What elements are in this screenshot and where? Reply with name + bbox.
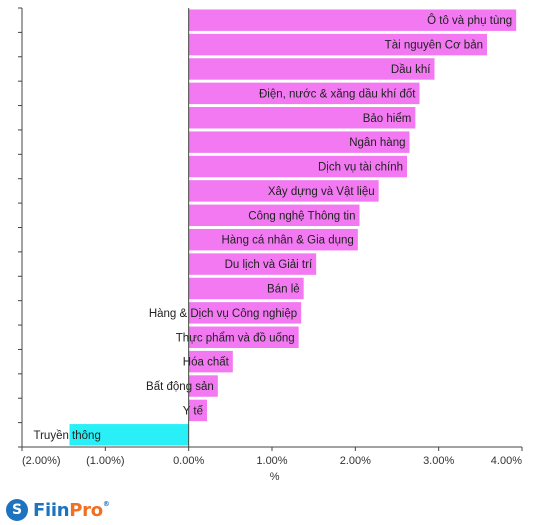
logo-pro-text: Pro [69, 499, 103, 521]
x-tick-label: 3.00% [423, 455, 454, 467]
x-tick-label: (1.00%) [86, 455, 125, 467]
bar-9 [188, 228, 358, 251]
bar-11 [188, 277, 304, 300]
category-label: Điện, nước & xăng dầu khí đốt [259, 88, 416, 100]
category-labels-group: Ô tô và phụ tùng Tài nguyên Cơ bản Dầu khí… [34, 14, 513, 442]
category-label: Bất động sản [146, 381, 214, 393]
category-label: Hàng cá nhân & Gia dụng [221, 235, 353, 247]
bars-group [69, 9, 517, 446]
bar-14 [188, 350, 233, 373]
bar-16 [188, 399, 207, 422]
bar-8 [188, 204, 360, 227]
category-label: Du lịch và Giải trí [225, 259, 313, 271]
category-label: Thực phẩm và đồ uống [176, 332, 295, 344]
category-label: Bảo hiểm [363, 113, 412, 125]
x-tick-label: 2.00% [340, 455, 371, 467]
x-tick-label: 4.00% [491, 455, 522, 467]
bar-1 [188, 33, 487, 56]
bar-3 [188, 82, 420, 105]
bar-4 [188, 107, 416, 129]
category-label: Y tế [183, 405, 204, 417]
category-label: Dịch vụ tài chính [318, 162, 403, 174]
bar-0 [188, 9, 517, 31]
category-label: Hóa chất [183, 357, 230, 369]
x-axis-label: % [270, 471, 280, 483]
x-tick-label: 0.00% [173, 455, 204, 467]
bar-17 [69, 424, 189, 446]
bar-6 [188, 155, 407, 178]
category-label: Bán lẻ [267, 283, 300, 295]
bar-7 [188, 180, 379, 202]
category-label: Hàng & Dịch vụ Công nghiệp [149, 308, 297, 320]
x-tick-label: 1.00% [256, 455, 287, 467]
category-label: Truyền thông [34, 430, 101, 442]
logo-fiin-text: Fiin [33, 499, 70, 521]
bar-15 [188, 375, 218, 397]
logo-registered-mark: ® [102, 499, 110, 508]
category-label: Ngân hàng [349, 137, 405, 149]
fiinpro-logo-icon: S [6, 499, 28, 521]
category-label: Xây dựng và Vật liệu [268, 186, 375, 198]
category-label: Công nghệ Thông tin [248, 210, 355, 222]
category-label: Dầu khí [391, 64, 431, 76]
bar-12 [188, 302, 302, 324]
category-label: Ô tô và phụ tùng [427, 14, 512, 27]
bar-10 [188, 253, 317, 275]
x-ticks-group: (2.00%) (1.00%) 0.00% 1.00% 2.00% 3.00% 4.00% [21, 447, 523, 467]
bar-2 [188, 58, 435, 80]
bar-13 [188, 326, 299, 348]
bar-5 [188, 131, 410, 153]
fiinpro-logo-text: FiinPro® [33, 500, 110, 521]
category-label: Tài nguyên Cơ bản [385, 40, 483, 52]
x-tick-label: (2.00%) [22, 455, 61, 467]
fiinpro-logo: S FiinPro® [6, 497, 110, 523]
